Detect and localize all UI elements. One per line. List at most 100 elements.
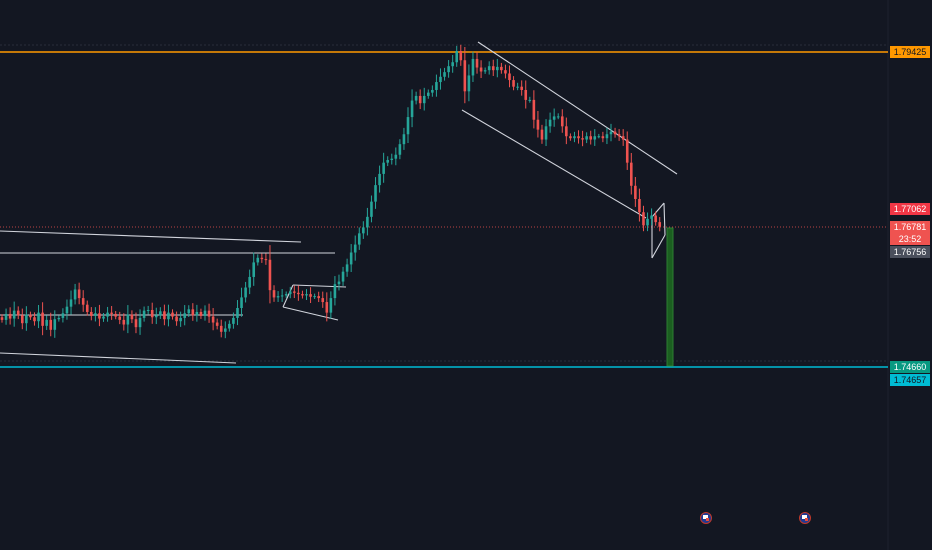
- price-tag-current-value: 1.76781: [893, 222, 927, 232]
- small-wedge-bottom[interactable]: [651, 234, 666, 259]
- small-wedge-right[interactable]: [663, 202, 666, 236]
- candle: [630, 152, 633, 195]
- event-flag-icon[interactable]: [799, 512, 811, 524]
- candle: [613, 127, 617, 138]
- candle-body: [126, 314, 130, 325]
- small-wedge-top[interactable]: [651, 202, 665, 218]
- candle: [475, 52, 479, 74]
- candle: [276, 291, 280, 302]
- candle: [540, 124, 544, 144]
- channel-upper[interactable]: [477, 41, 678, 175]
- candle-body: [333, 284, 337, 299]
- candle: [394, 147, 398, 166]
- candle: [8, 307, 12, 325]
- candle-body: [301, 294, 304, 296]
- target-projection-bar[interactable]: [666, 227, 674, 367]
- trendlines[interactable]: [0, 41, 678, 364]
- candle: [548, 112, 552, 133]
- candle: [81, 290, 85, 312]
- candle: [163, 304, 166, 326]
- candle: [268, 245, 272, 304]
- candle: [443, 67, 446, 81]
- candle: [45, 315, 48, 330]
- candle: [565, 117, 568, 145]
- candle: [467, 64, 471, 102]
- candle-body: [378, 173, 381, 186]
- price-tag-low: 1.76756: [890, 246, 930, 258]
- flag-upper[interactable]: [292, 284, 347, 288]
- price-tag-support-text: 1.74657: [893, 375, 927, 385]
- candle-body: [252, 262, 256, 277]
- trendline-lower-wedge[interactable]: [0, 352, 237, 364]
- candle: [301, 290, 304, 299]
- candle-body: [264, 259, 268, 261]
- candle-body: [569, 136, 572, 139]
- candle-body: [512, 80, 515, 87]
- price-tag-resistance-text: 1.79425: [893, 47, 927, 57]
- candle-body: [427, 92, 430, 96]
- candle-body: [390, 158, 394, 161]
- candle: [252, 252, 256, 286]
- candle-body: [102, 316, 105, 319]
- candle: [297, 285, 300, 301]
- candle-body: [504, 70, 507, 74]
- candle: [601, 131, 605, 143]
- flag-lower[interactable]: [282, 306, 339, 321]
- candle-body: [402, 134, 406, 145]
- candle-body: [646, 218, 649, 226]
- candle-body: [25, 314, 28, 324]
- candle-body: [605, 134, 609, 139]
- candle: [366, 207, 369, 236]
- candle: [617, 129, 621, 141]
- candle-body: [232, 317, 235, 324]
- candle-body: [463, 60, 467, 92]
- candle: [183, 305, 186, 326]
- event-flag-icon[interactable]: [700, 512, 712, 524]
- candle-body: [414, 95, 418, 101]
- candle-body: [21, 315, 24, 324]
- candle-body: [154, 315, 158, 318]
- candle: [654, 211, 657, 226]
- candle-body: [163, 311, 166, 320]
- candle-body: [638, 198, 641, 213]
- candle-body: [317, 296, 320, 299]
- candle: [293, 285, 296, 299]
- price-tag-target-text: 1.74660: [893, 362, 927, 372]
- candle-body: [337, 281, 341, 285]
- candle: [337, 274, 341, 291]
- candle-body: [471, 58, 475, 76]
- candle: [85, 300, 89, 316]
- candle-body: [199, 311, 203, 316]
- candle-body: [455, 51, 459, 63]
- candle-body: [398, 144, 402, 155]
- candle: [646, 212, 649, 232]
- trendline-upper-wedge[interactable]: [0, 230, 302, 243]
- candle: [435, 74, 438, 97]
- candle-body: [142, 310, 146, 318]
- candle: [21, 308, 24, 330]
- candle: [455, 45, 459, 67]
- candle-body: [625, 139, 629, 163]
- candle-body: [183, 313, 186, 318]
- candle-body: [94, 313, 97, 316]
- candle: [544, 119, 548, 147]
- candle: [353, 235, 357, 261]
- candle: [459, 44, 463, 66]
- candle: [589, 130, 592, 145]
- flag-left[interactable]: [282, 284, 294, 308]
- candle-body: [435, 82, 438, 90]
- candle-body: [479, 67, 483, 72]
- candle-body: [418, 95, 422, 104]
- candle-body: [577, 136, 580, 139]
- candle: [41, 302, 44, 336]
- candle: [524, 80, 528, 109]
- channel-lower[interactable]: [461, 109, 647, 219]
- candle-body: [114, 313, 117, 317]
- candle-body: [288, 291, 292, 295]
- candle-body: [65, 306, 69, 314]
- candle: [167, 304, 170, 327]
- candle-body: [73, 289, 77, 300]
- candle: [211, 308, 215, 331]
- candle-body: [362, 227, 365, 234]
